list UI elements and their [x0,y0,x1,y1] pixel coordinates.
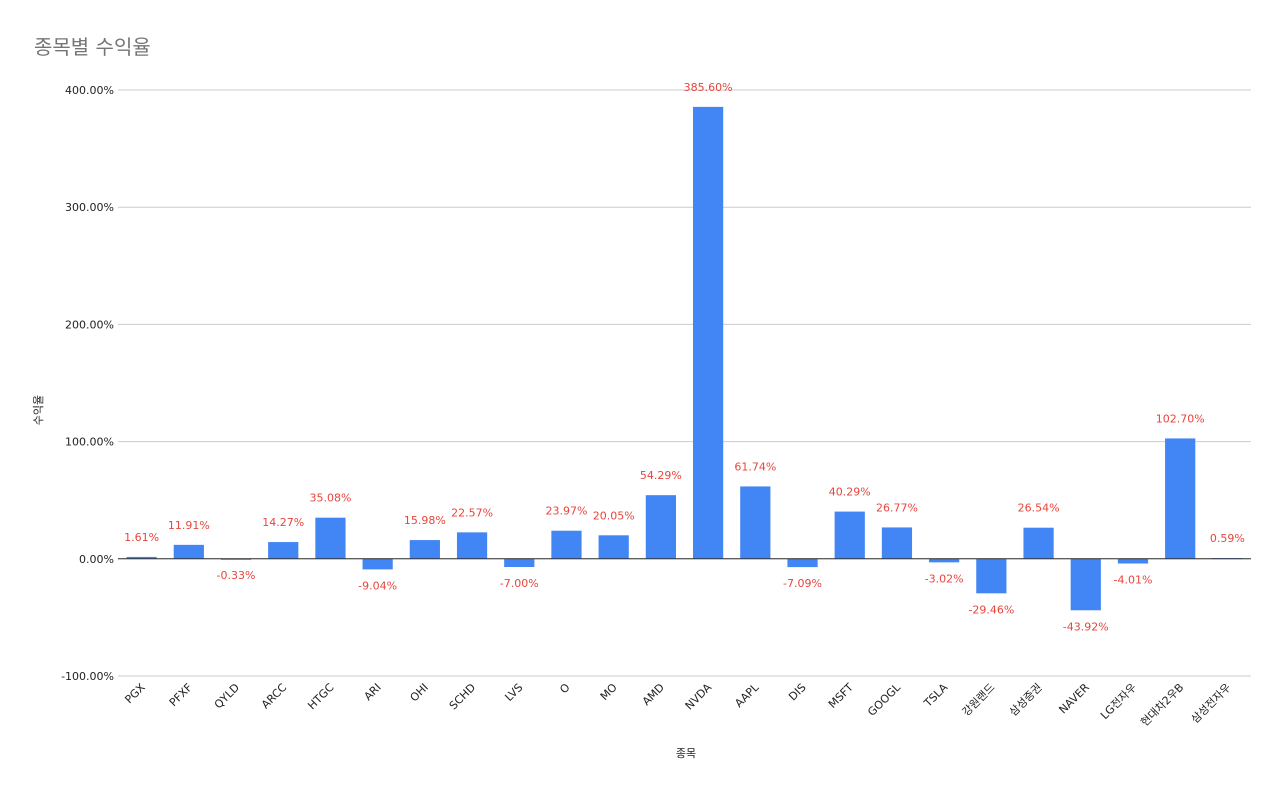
gridlines [118,89,1251,677]
bar [409,540,440,559]
data-label: 26.77% [876,501,918,514]
x-tick-label: PGX [122,681,148,707]
bar [126,556,157,559]
y-tick-label: 400.00% [65,84,114,97]
x-tick-label: LG전자우 [1098,681,1139,722]
data-label: 14.27% [262,516,304,529]
x-tick-label: TSLA [921,681,951,711]
x-tick-labels: PGX PFXF QYLD ARCC HTGC ARI OHI SCHD LVS O MO AMD NV… [122,680,1233,729]
data-label: 35.08% [309,492,351,505]
x-tick-label: AAPL [732,680,762,710]
y-tick-labels: 400.00% 300.00% 200.00% 100.00% 0.00% -100.00… [61,84,114,683]
bar [1165,438,1196,559]
x-tick-label: AMD [640,681,667,708]
data-label: -43.92% [1063,620,1109,633]
x-tick-label: ARI [362,681,384,703]
x-axis-title: 종목 [676,747,696,760]
data-label: -4.01% [1114,573,1153,586]
data-label: 102.70% [1156,412,1205,425]
y-tick-label: 100.00% [65,436,114,449]
bar [173,544,204,559]
x-tick-label: PFXF [167,681,195,709]
data-label: -7.00% [500,577,539,590]
data-label: 40.29% [829,486,871,499]
data-label: -3.02% [925,572,964,585]
data-label: 15.98% [404,514,446,527]
x-tick-label: GOOGL [865,680,903,718]
bar [881,527,913,559]
x-tick-label: 삼성전자우 [1189,681,1234,726]
bar [834,511,865,559]
x-tick-label: NAVER [1056,681,1092,717]
bar [1117,558,1149,564]
data-label: 54.29% [640,469,682,482]
x-tick-label: OHI [408,681,431,704]
bar [598,535,629,559]
bar [268,542,299,559]
x-tick-label: ARCC [259,681,290,712]
x-tick-label: MO [598,681,620,703]
y-tick-label: 300.00% [65,201,114,214]
bar [551,530,582,559]
x-tick-label: 현대차2우B [1138,681,1186,729]
x-tick-label: DIS [786,681,808,703]
bar [1070,558,1101,611]
x-tick-label: NVDA [683,681,715,713]
data-label: 26.54% [1018,502,1060,515]
x-tick-label: LVS [502,681,525,704]
data-label: 20.05% [593,509,635,522]
x-tick-label: O [557,681,573,697]
x-tick-label: 강원랜드 [960,681,998,719]
bar [456,532,488,559]
bar [976,558,1007,594]
bar [504,558,535,568]
bar [315,517,346,559]
x-tick-label: MSFT [826,681,856,711]
x-tick-label: HTGC [305,681,336,712]
x-tick-label: 삼성증권 [1007,681,1045,719]
data-label: -29.46% [968,603,1014,616]
data-label: -7.09% [783,577,822,590]
bar [692,106,724,559]
data-label: 22.57% [451,506,493,519]
chart-title: 종목별 수익율 [34,35,151,59]
data-label: 11.91% [168,519,210,532]
bar [645,495,677,559]
bar [362,558,393,570]
data-label: 1.61% [124,531,159,544]
bar [787,558,818,568]
bars [126,106,1243,611]
x-tick-label: SCHD [447,681,478,712]
bar [1023,527,1054,559]
bar [929,558,960,563]
data-label: -0.33% [217,569,256,582]
data-label: 61.74% [734,460,776,473]
y-tick-label: -100.00% [61,670,114,683]
data-label: 23.97% [546,505,588,518]
y-tick-label: 200.00% [65,318,114,331]
data-label: 385.60% [684,81,733,94]
data-labels: 1.61% 11.91% -0.33% 14.27% 35.08% -9.04% 15.98… [124,81,1245,633]
x-tick-label: QYLD [212,681,242,711]
data-label: 0.59% [1210,532,1245,545]
y-axis-title: 수익율 [32,395,45,425]
y-tick-label: 0.00% [79,553,114,566]
bar [740,486,771,559]
data-label: -9.04% [358,579,397,592]
